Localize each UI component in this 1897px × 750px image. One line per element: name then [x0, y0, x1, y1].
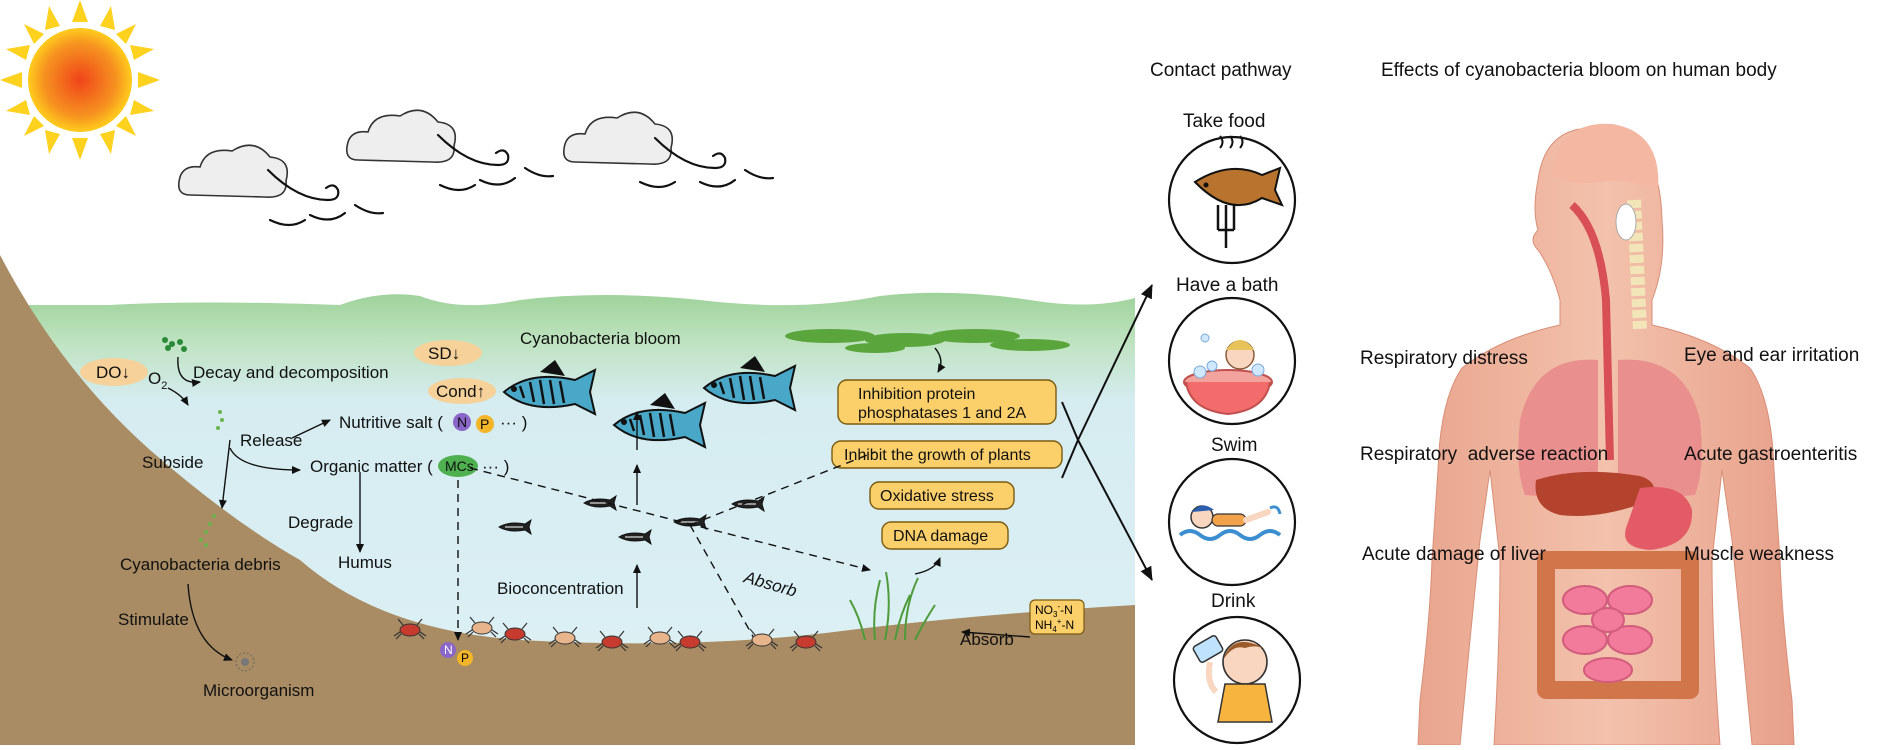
subside-label: Subside	[142, 453, 203, 472]
crab-icon	[789, 630, 823, 652]
release-label: Release	[240, 431, 302, 450]
svg-text:NH4+-N: NH4+-N	[1035, 617, 1074, 634]
algae-mat-icon	[785, 329, 1070, 353]
nutritive-salt-label: Nutritive salt (	[339, 413, 443, 432]
fish-on-fork-icon	[1193, 135, 1284, 248]
sd-badge: SD↓	[414, 340, 482, 366]
effect-respiratory-adverse: Respiratory adverse reaction	[1360, 444, 1608, 465]
small-fish-icon	[731, 495, 765, 513]
bioconcentration-label: Bioconcentration	[497, 579, 624, 598]
svg-text:P: P	[480, 416, 489, 432]
cloud-wind-icon	[177, 109, 674, 198]
settling-dots	[199, 410, 224, 547]
organic-matter-more: ··· )	[482, 457, 509, 476]
baby-bath-icon	[1183, 333, 1273, 416]
o2-label: O2	[148, 369, 167, 392]
crab-icon	[595, 630, 629, 652]
organic-matter-label: Organic matter (	[310, 457, 433, 476]
wind-lines-icon	[266, 133, 775, 227]
svg-text:N: N	[444, 643, 453, 657]
nutritive-salt-more: ··· )	[500, 413, 527, 432]
aquatic-plant-icon	[849, 571, 936, 641]
debris-label: Cyanobacteria debris	[120, 555, 281, 574]
degrade-label: Degrade	[288, 513, 353, 532]
bloom-label: Cyanobacteria bloom	[520, 329, 681, 348]
effect-gastroenteritis: Acute gastroenteritis	[1684, 444, 1857, 465]
small-fish-icon	[618, 528, 652, 546]
humus-label: Humus	[338, 553, 392, 572]
microorganism-label: Microorganism	[203, 681, 314, 700]
mcs-badge: MCs	[438, 455, 478, 477]
pathway-have-a-bath: Have a bath	[1167, 275, 1297, 426]
do-label: DO↓	[96, 363, 130, 382]
fish-group	[498, 356, 797, 546]
cond-badge: Cond↑	[428, 378, 496, 404]
effect-respiratory-distress: Respiratory distress	[1360, 348, 1528, 369]
have-a-bath-label: Have a bath	[1176, 275, 1278, 296]
crab-icon	[745, 628, 779, 650]
sd-label: SD↓	[428, 344, 460, 363]
svg-text:NO3--N: NO3--N	[1035, 602, 1073, 619]
svg-text:MCs: MCs	[445, 458, 474, 474]
decay-label: Decay and decomposition	[193, 363, 389, 382]
svg-text:Oxidative stress: Oxidative stress	[880, 488, 994, 505]
effect-muscle-weakness: Muscle weakness	[1684, 544, 1834, 565]
svg-text:P: P	[461, 651, 469, 665]
pathway-arrows	[1061, 284, 1153, 581]
dashed-pathways	[454, 451, 876, 641]
do-badge: DO↓	[80, 358, 148, 386]
svg-text:Inhibit the growth of plants: Inhibit the growth of plants	[844, 447, 1031, 464]
crab-icon	[465, 616, 499, 638]
sediment-n-badge: N	[440, 642, 456, 658]
pathway-drink: Drink	[1172, 591, 1302, 745]
crab-icon	[393, 618, 427, 640]
effect-eye-ear-irritation: Eye and ear irritation	[1684, 345, 1859, 366]
svg-text:N: N	[457, 414, 467, 430]
sediment-p-badge: P	[457, 650, 473, 666]
process-arrows	[167, 347, 1031, 661]
pathway-swim: Swim	[1167, 435, 1297, 587]
svg-text:Inhibition protein: Inhibition protein	[858, 386, 975, 403]
drinking-child-icon	[1192, 635, 1273, 723]
svg-text:phosphatases 1 and 2A: phosphatases 1 and 2A	[858, 405, 1026, 422]
algae-dots-icon	[162, 337, 187, 352]
fish-icon	[702, 356, 797, 412]
human-effects-title: Effects of cyanobacteria bloom on human …	[1381, 60, 1777, 81]
effect-box-dna: DNA damage	[881, 521, 1009, 550]
microorganism-icon	[235, 652, 255, 672]
crab-icon	[498, 622, 532, 644]
contact-pathway-title: Contact pathway	[1150, 60, 1292, 81]
small-fish-icon	[498, 518, 532, 536]
drink-label: Drink	[1211, 591, 1256, 612]
human-body-illustration	[1417, 123, 1795, 746]
crab-icon	[673, 630, 707, 652]
take-food-label: Take food	[1183, 111, 1265, 132]
benthic-crabs	[393, 616, 823, 652]
stimulate-label: Stimulate	[118, 610, 189, 629]
sun-icon	[0, 0, 160, 160]
nutrient-p-badge: P	[476, 415, 494, 433]
nutrient-n-badge: N	[453, 413, 471, 431]
crab-icon	[643, 626, 677, 648]
svg-text:DNA damage: DNA damage	[893, 528, 988, 545]
crab-icon	[548, 626, 582, 648]
effect-box-oxidative: Oxidative stress	[869, 481, 1015, 510]
effect-liver-damage: Acute damage of liver	[1362, 544, 1546, 565]
swimmer-icon	[1178, 505, 1282, 541]
effect-box-phosphatase: Inhibition protein phosphatases 1 and 2A	[837, 379, 1057, 425]
nitrogen-forms-box: NO3--N NH4+-N	[1029, 599, 1085, 635]
effect-box-plants: Inhibit the growth of plants	[831, 440, 1063, 469]
swim-label: Swim	[1211, 435, 1257, 456]
cond-label: Cond↑	[436, 382, 485, 401]
fish-icon	[502, 360, 597, 416]
pathway-take-food: Take food	[1167, 111, 1297, 265]
small-fish-icon	[673, 513, 707, 531]
lake-bed	[0, 255, 1135, 745]
